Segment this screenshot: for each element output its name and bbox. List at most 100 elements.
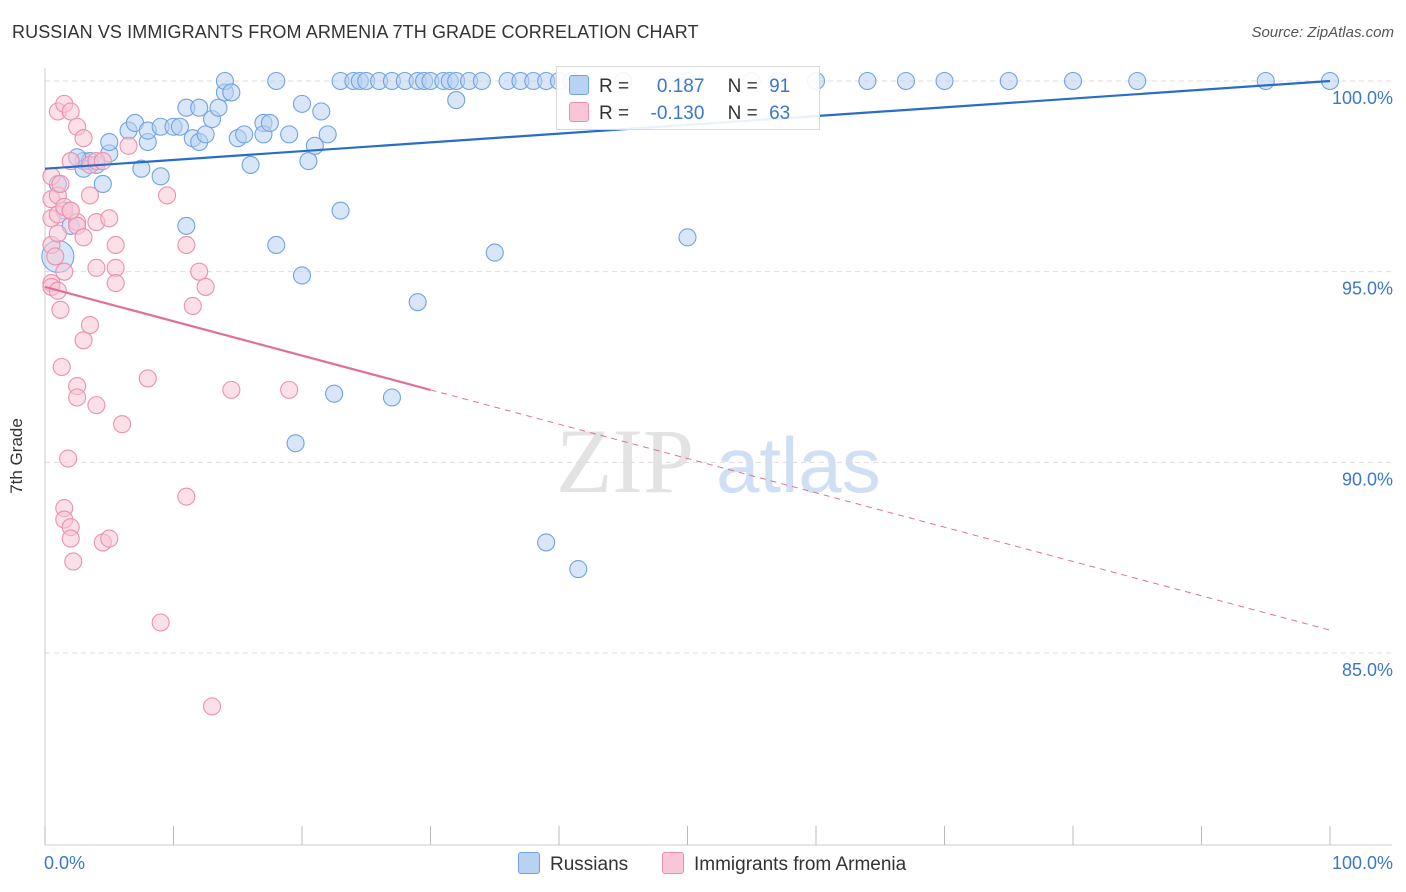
point-russians <box>209 98 228 117</box>
n-label: N = <box>727 103 758 124</box>
point-armenia <box>74 228 93 247</box>
point-russians <box>325 384 344 403</box>
point-russians <box>235 125 254 144</box>
stats-row-armenia: R = -0.130 N = 63 <box>569 102 790 126</box>
stats-box: R = 0.187 N = 91 R = -0.130 N = 63 <box>556 66 820 130</box>
y-tick-label: 100.0% <box>1332 88 1393 108</box>
point-russians <box>318 125 337 144</box>
point-russians <box>241 155 260 174</box>
n-value: 91 <box>769 76 791 97</box>
point-armenia <box>119 136 138 155</box>
point-russians <box>312 102 331 121</box>
watermark-zip: ZIP <box>556 410 694 512</box>
watermark-atlas: atlas <box>716 421 881 509</box>
legend: Russians Immigrants from Armenia <box>0 852 1406 878</box>
trend-line-armenia-extended <box>430 389 1331 631</box>
point-armenia <box>100 529 119 548</box>
point-russians <box>537 533 556 552</box>
legend-label: Russians <box>550 854 629 875</box>
n-label: N = <box>727 76 758 97</box>
point-russians <box>999 71 1018 91</box>
point-armenia <box>52 357 71 377</box>
point-russians <box>177 216 196 235</box>
x-tick-label: 0.0% <box>44 853 85 873</box>
point-russians <box>292 266 312 285</box>
point-russians <box>267 235 286 255</box>
legend-swatch-russians <box>518 852 540 874</box>
point-russians <box>190 98 209 117</box>
r-label: R = <box>599 76 630 97</box>
point-armenia <box>151 613 170 632</box>
point-russians <box>382 388 402 407</box>
point-russians <box>1063 71 1083 91</box>
point-armenia <box>158 186 177 205</box>
point-armenia <box>106 235 125 255</box>
russians-swatch <box>569 75 589 95</box>
point-armenia <box>100 209 119 228</box>
stats-row-russians: R = 0.187 N = 91 <box>569 75 790 99</box>
legend-label: Immigrants from Armenia <box>694 854 907 875</box>
point-russians <box>151 167 170 186</box>
point-armenia <box>51 174 70 194</box>
point-russians <box>408 293 427 312</box>
point-russians <box>935 71 954 91</box>
r-value: -0.130 <box>650 103 705 124</box>
y-axis-label: 7th Grade <box>7 418 26 494</box>
point-armenia <box>80 186 100 205</box>
point-russians <box>267 71 286 91</box>
point-armenia <box>46 247 65 266</box>
point-armenia <box>177 235 196 255</box>
y-tick-label: 90.0% <box>1342 469 1393 489</box>
legend-item-russians[interactable]: Russians <box>518 852 628 876</box>
point-armenia <box>190 262 209 281</box>
point-armenia <box>138 369 157 388</box>
point-russians <box>260 113 279 132</box>
point-russians <box>485 243 504 262</box>
point-armenia <box>177 487 196 506</box>
point-armenia <box>68 388 87 407</box>
point-armenia <box>280 380 299 399</box>
point-armenia <box>222 380 241 399</box>
point-russians <box>222 83 241 102</box>
point-armenia <box>61 201 80 220</box>
point-russians <box>1256 71 1275 91</box>
point-armenia <box>203 697 222 716</box>
tick-labels: 7th Grade 85.0% 90.0% 95.0% 100.0% 0.0% 100.0% <box>7 88 1393 873</box>
point-armenia <box>87 258 106 277</box>
r-label: R = <box>599 103 630 124</box>
point-armenia <box>106 258 125 277</box>
point-russians <box>1128 71 1147 91</box>
point-armenia <box>113 415 132 434</box>
point-armenia <box>59 449 78 468</box>
point-armenia <box>106 274 125 293</box>
point-russians <box>472 71 491 91</box>
point-russians <box>569 560 588 579</box>
chart-title: RUSSIAN VS IMMIGRANTS FROM ARMENIA 7TH G… <box>12 22 699 42</box>
point-armenia <box>61 152 80 171</box>
trend-lines <box>44 79 1331 631</box>
point-russians <box>132 159 151 178</box>
point-armenia <box>61 529 80 548</box>
point-armenia <box>64 552 83 571</box>
point-russians <box>93 174 112 194</box>
point-russians <box>299 152 318 171</box>
point-russians <box>331 201 350 220</box>
point-russians <box>280 125 299 144</box>
armenia-swatch <box>569 102 589 122</box>
point-russians <box>447 91 466 110</box>
point-russians <box>858 71 877 91</box>
data-points <box>41 71 1340 716</box>
legend-item-armenia[interactable]: Immigrants from Armenia <box>662 852 906 876</box>
legend-swatch-armenia <box>662 852 684 874</box>
watermark: ZIP atlas <box>556 410 881 512</box>
r-value: 0.187 <box>656 76 705 97</box>
point-russians <box>286 434 305 453</box>
point-armenia <box>80 316 100 335</box>
y-tick-label: 95.0% <box>1342 279 1393 299</box>
point-russians <box>896 71 916 91</box>
point-armenia <box>183 296 202 316</box>
point-russians <box>170 117 189 136</box>
x-tick-label: 100.0% <box>1332 853 1393 873</box>
point-russians <box>678 228 697 247</box>
